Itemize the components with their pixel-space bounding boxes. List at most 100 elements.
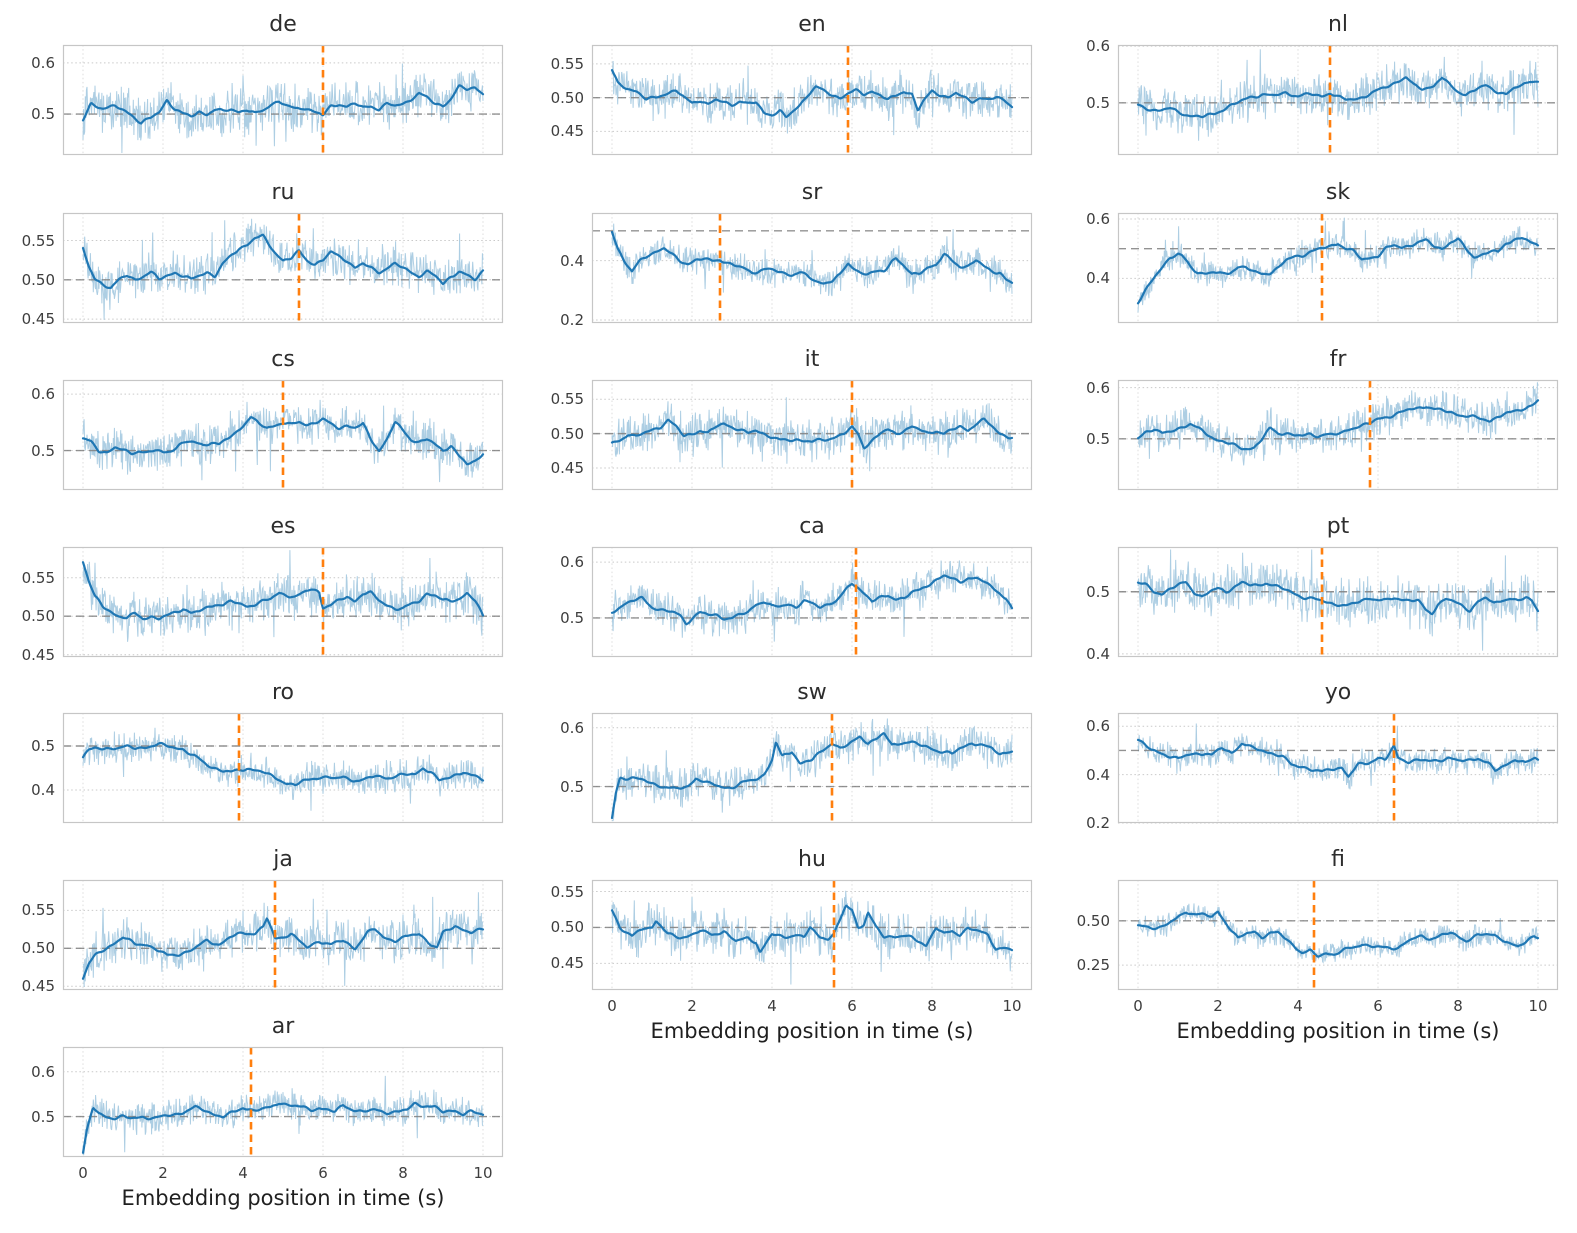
- plot-border: [1117, 712, 1559, 824]
- mean-similarity-series: [81, 1101, 485, 1154]
- mean-similarity-series: [81, 917, 485, 980]
- subplot-title-sk: sk: [1325, 180, 1351, 205]
- plot-area-ru: [62, 212, 504, 324]
- mean-similarity-series: [81, 741, 485, 787]
- y-tick-label: 0.45: [550, 122, 584, 141]
- raw-similarity-series: [1137, 549, 1539, 651]
- y-tick-label: 0.5: [31, 737, 55, 755]
- plot-border: [1117, 44, 1559, 156]
- subplot-title-ca: ca: [799, 514, 825, 539]
- plot-border: [591, 546, 1033, 658]
- subplot-cs: cs 0.5 0.6: [31, 347, 504, 491]
- y-tick-label: 0.50: [550, 88, 584, 107]
- subplot-title-ar: ar: [271, 1014, 295, 1039]
- raw-similarity-series: [611, 223, 1013, 297]
- y-tick-label: 0.6: [31, 53, 55, 72]
- y-tick-label: 0.5: [1086, 93, 1110, 112]
- y-tick-label: 0.55: [21, 568, 55, 587]
- y-tick-label: 0.2: [560, 311, 584, 330]
- y-tick-label: 0.4: [1086, 644, 1110, 663]
- subplot-ja: ja 0.45 0.50 0.55: [22, 847, 504, 995]
- subplot-title-hu: hu: [798, 847, 826, 872]
- subplot-nl: nl 0.5 0.6: [1086, 12, 1559, 156]
- plot-border: [591, 712, 1033, 824]
- mean-similarity-series: [1136, 738, 1540, 778]
- x-axis-title: Embedding position in time (s): [650, 1019, 974, 1043]
- subplot-en: en 0.45 0.50 0.55: [551, 12, 1033, 156]
- raw-similarity-series: [611, 60, 1013, 136]
- plot-border: [1117, 212, 1559, 324]
- plot-area-sw: [591, 712, 1033, 824]
- y-tick-label: 0.45: [21, 310, 55, 329]
- plot-border: [62, 546, 504, 658]
- raw-similarity-series: [82, 892, 484, 988]
- plot-area-it: [591, 379, 1033, 491]
- plot-border: [62, 44, 504, 156]
- y-tick-label: 0.50: [550, 424, 584, 443]
- mean-similarity-series: [81, 561, 485, 621]
- mean-similarity-series: [610, 904, 1014, 953]
- y-tick-label: 0.5: [1086, 582, 1110, 601]
- raw-similarity-series: [1137, 217, 1539, 313]
- x-tick-label: 4: [767, 997, 777, 1015]
- x-tick-label: 2: [158, 1164, 168, 1182]
- y-tick-label: 0.6: [560, 718, 584, 737]
- plot-area-nl: [1117, 44, 1559, 156]
- mean-similarity-series: [81, 233, 485, 289]
- mean-similarity-series: [1136, 399, 1540, 451]
- x-tick-label: 0: [1133, 997, 1143, 1015]
- raw-similarity-series: [82, 218, 484, 320]
- y-tick-label: 0.55: [550, 54, 584, 73]
- subplot-title-ja: ja: [273, 847, 293, 872]
- plot-border: [62, 879, 504, 991]
- plot-area-cs: [62, 379, 504, 491]
- subplot-fi: fi 0.25 0.50 0 2 4 6 8 10 Embedding position in t…: [1077, 847, 1559, 1043]
- mean-similarity-series: [610, 574, 1014, 626]
- subplot-sw: sw 0.5 0.6: [560, 680, 1033, 824]
- subplot-title-fr: fr: [1329, 347, 1347, 372]
- plot-border: [591, 379, 1033, 491]
- subplot-title-sw: sw: [797, 680, 827, 705]
- plot-area-es: [62, 546, 504, 658]
- mean-similarity-series: [1136, 237, 1540, 305]
- mean-similarity-series: [1136, 76, 1540, 119]
- plot-border: [1117, 546, 1559, 658]
- y-tick-label: 0.5: [31, 1107, 55, 1126]
- raw-similarity-series: [612, 718, 1013, 822]
- subplot-title-sr: sr: [801, 180, 823, 205]
- y-tick-label: 0.5: [1086, 429, 1110, 448]
- subplot-ro: ro 0.4 0.5: [31, 680, 504, 824]
- x-tick-label: 10: [1002, 997, 1022, 1015]
- plot-area-ja: [62, 879, 504, 991]
- y-tick-label: 0.4: [1086, 765, 1110, 784]
- y-tick-label: 0.45: [550, 954, 584, 973]
- raw-similarity-series: [82, 399, 484, 483]
- x-tick-label: 10: [1528, 997, 1548, 1015]
- x-tick-label: 10: [473, 1164, 493, 1182]
- subplot-it: it 0.45 0.50 0.55: [551, 347, 1033, 491]
- subplot-ca: ca 0.5 0.6: [560, 514, 1033, 658]
- plot-area-en: [591, 44, 1033, 156]
- y-tick-label: 0.50: [21, 270, 55, 289]
- y-tick-label: 0.6: [31, 1062, 55, 1081]
- plot-area-pt: [1117, 546, 1559, 658]
- subplot-title-nl: nl: [1327, 12, 1349, 37]
- raw-similarity-series: [82, 63, 484, 154]
- raw-similarity-series: [82, 550, 484, 642]
- subplot-hu: hu 0.45 0.50 0.55 0 2 4 6 8 10 Embedding position …: [551, 847, 1033, 1043]
- plot-border: [62, 1046, 504, 1158]
- raw-similarity-series: [611, 560, 1013, 642]
- raw-similarity-series: [1137, 49, 1539, 141]
- mean-similarity-series: [610, 732, 1014, 820]
- plot-border: [62, 379, 504, 491]
- subplot-es: es 0.45 0.50 0.55: [22, 514, 504, 664]
- plot-border: [591, 212, 1033, 324]
- y-tick-label: 0.55: [550, 882, 584, 901]
- y-tick-label: 0.6: [1086, 378, 1110, 397]
- plot-area-fi: [1117, 879, 1559, 991]
- plot-area-sk: [1117, 212, 1559, 324]
- subplot-yo: yo 0.2 0.4 0.6: [1086, 680, 1559, 832]
- plot-border: [591, 44, 1033, 156]
- subplot-title-yo: yo: [1324, 680, 1352, 705]
- y-tick-label: 0.4: [31, 781, 55, 799]
